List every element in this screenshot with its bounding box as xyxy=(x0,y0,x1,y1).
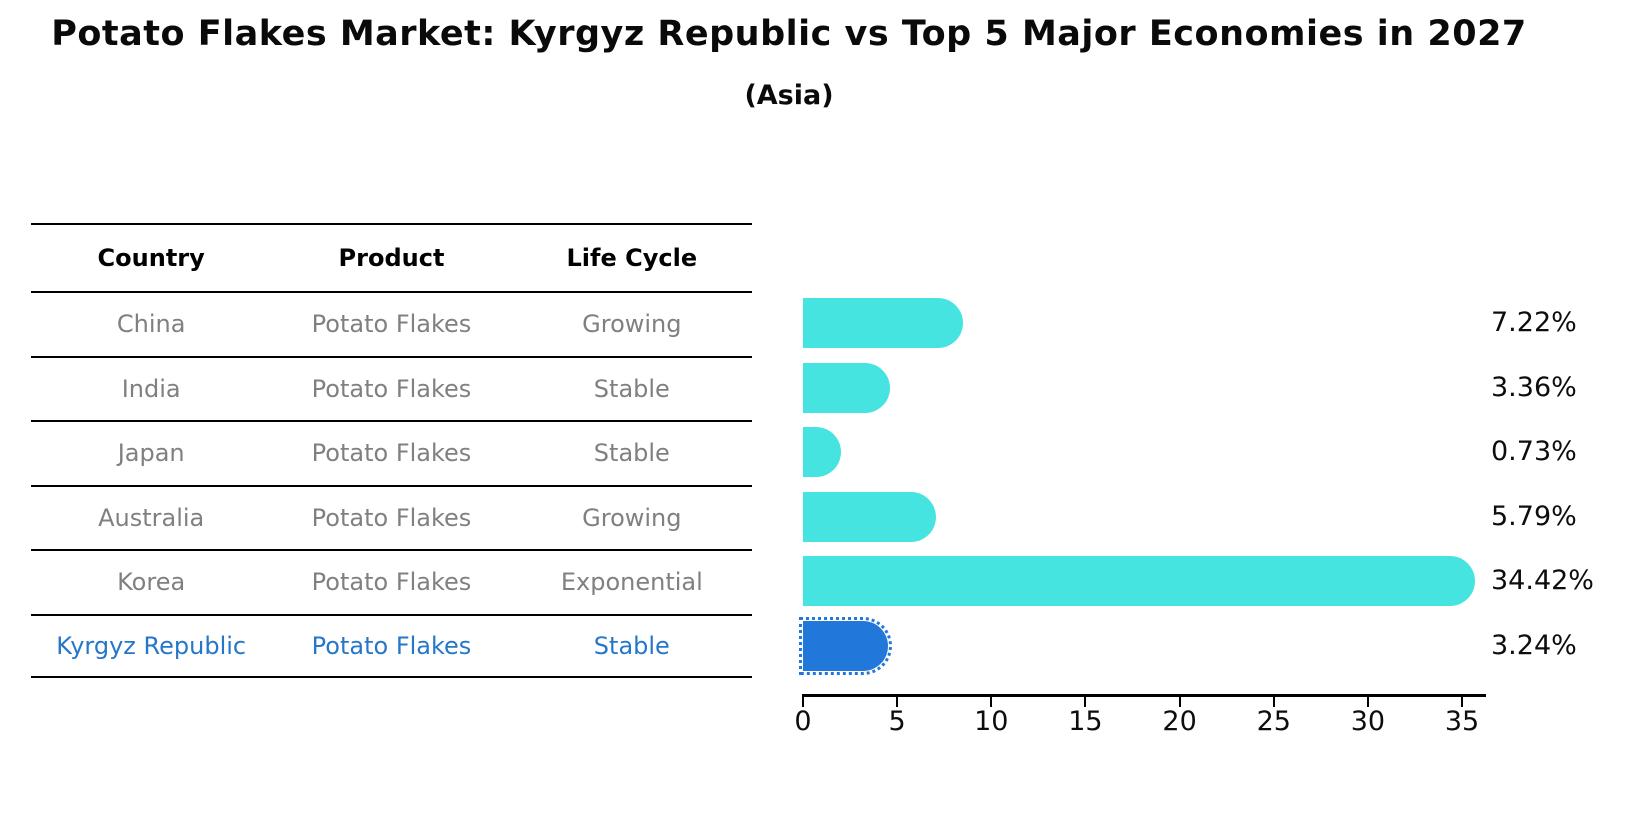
cell-life-cycle: Growing xyxy=(582,310,682,339)
x-tick-label: 35 xyxy=(1444,706,1480,737)
bar xyxy=(803,427,841,478)
value-label: 5.79% xyxy=(1491,500,1577,532)
x-tick-label: 0 xyxy=(794,706,812,737)
chart-title: Potato Flakes Market: Kyrgyz Republic vs… xyxy=(51,14,1527,54)
cell-product: Potato Flakes xyxy=(311,439,472,468)
cell-country: Kyrgyz Republic xyxy=(56,631,247,660)
value-label: 34.42% xyxy=(1491,565,1594,597)
x-tick-mark xyxy=(1178,696,1181,707)
cell-life-cycle: Exponential xyxy=(560,568,703,597)
cell-life-cycle: Stable xyxy=(593,374,670,403)
chart-subtitle: (Asia) xyxy=(744,80,834,111)
bar xyxy=(803,362,891,413)
x-tick-mark xyxy=(896,696,899,707)
table-header-row: Country Product Life Cycle xyxy=(31,223,752,291)
bar xyxy=(803,298,963,348)
table-row: China Potato Flakes Growing xyxy=(31,291,752,356)
x-axis-line xyxy=(802,694,1486,697)
bar xyxy=(803,491,937,542)
value-label: 3.36% xyxy=(1491,371,1577,403)
header-country: Country xyxy=(97,244,205,272)
value-label: 7.22% xyxy=(1491,307,1577,338)
cell-country: India xyxy=(121,374,181,403)
cell-country: Australia xyxy=(98,503,205,532)
cell-product: Potato Flakes xyxy=(311,503,472,532)
x-tick-mark xyxy=(990,696,993,707)
x-tick-label: 25 xyxy=(1256,706,1291,737)
x-tick-mark xyxy=(1272,696,1275,707)
value-label: 3.24% xyxy=(1491,629,1577,661)
country-table: Country Product Life Cycle China Potato … xyxy=(31,223,752,678)
cell-life-cycle: Stable xyxy=(593,439,670,468)
bar-highlight xyxy=(799,616,892,675)
x-tick-mark xyxy=(802,696,804,707)
table-row-highlight: Kyrgyz Republic Potato Flakes Stable xyxy=(31,613,752,678)
value-label: 0.73% xyxy=(1491,436,1577,468)
x-tick-label: 20 xyxy=(1162,706,1197,737)
x-tick-label: 15 xyxy=(1068,706,1103,737)
header-life-cycle: Life Cycle xyxy=(566,244,698,272)
cell-life-cycle: Stable xyxy=(593,631,670,660)
x-tick-mark xyxy=(1461,696,1464,707)
table-row: Korea Potato Flakes Exponential xyxy=(31,549,752,614)
cell-product: Potato Flakes xyxy=(311,310,472,339)
x-tick-label: 5 xyxy=(888,706,906,737)
cell-product: Potato Flakes xyxy=(311,374,472,403)
cell-product: Potato Flakes xyxy=(311,631,472,660)
table-row: Australia Potato Flakes Growing xyxy=(31,484,752,550)
cell-country: China xyxy=(116,310,186,339)
cell-product: Potato Flakes xyxy=(311,568,472,597)
x-tick-mark xyxy=(1366,696,1369,707)
cell-life-cycle: Growing xyxy=(582,503,682,532)
x-tick-mark xyxy=(1084,696,1087,707)
bar xyxy=(803,556,1476,607)
table-row: India Potato Flakes Stable xyxy=(31,355,752,421)
table-row: Japan Potato Flakes Stable xyxy=(31,420,752,485)
header-product: Product xyxy=(338,244,445,272)
cell-country: Korea xyxy=(117,568,186,597)
cell-country: Japan xyxy=(117,439,185,468)
x-tick-label: 10 xyxy=(974,706,1009,737)
x-tick-label: 30 xyxy=(1350,706,1386,737)
